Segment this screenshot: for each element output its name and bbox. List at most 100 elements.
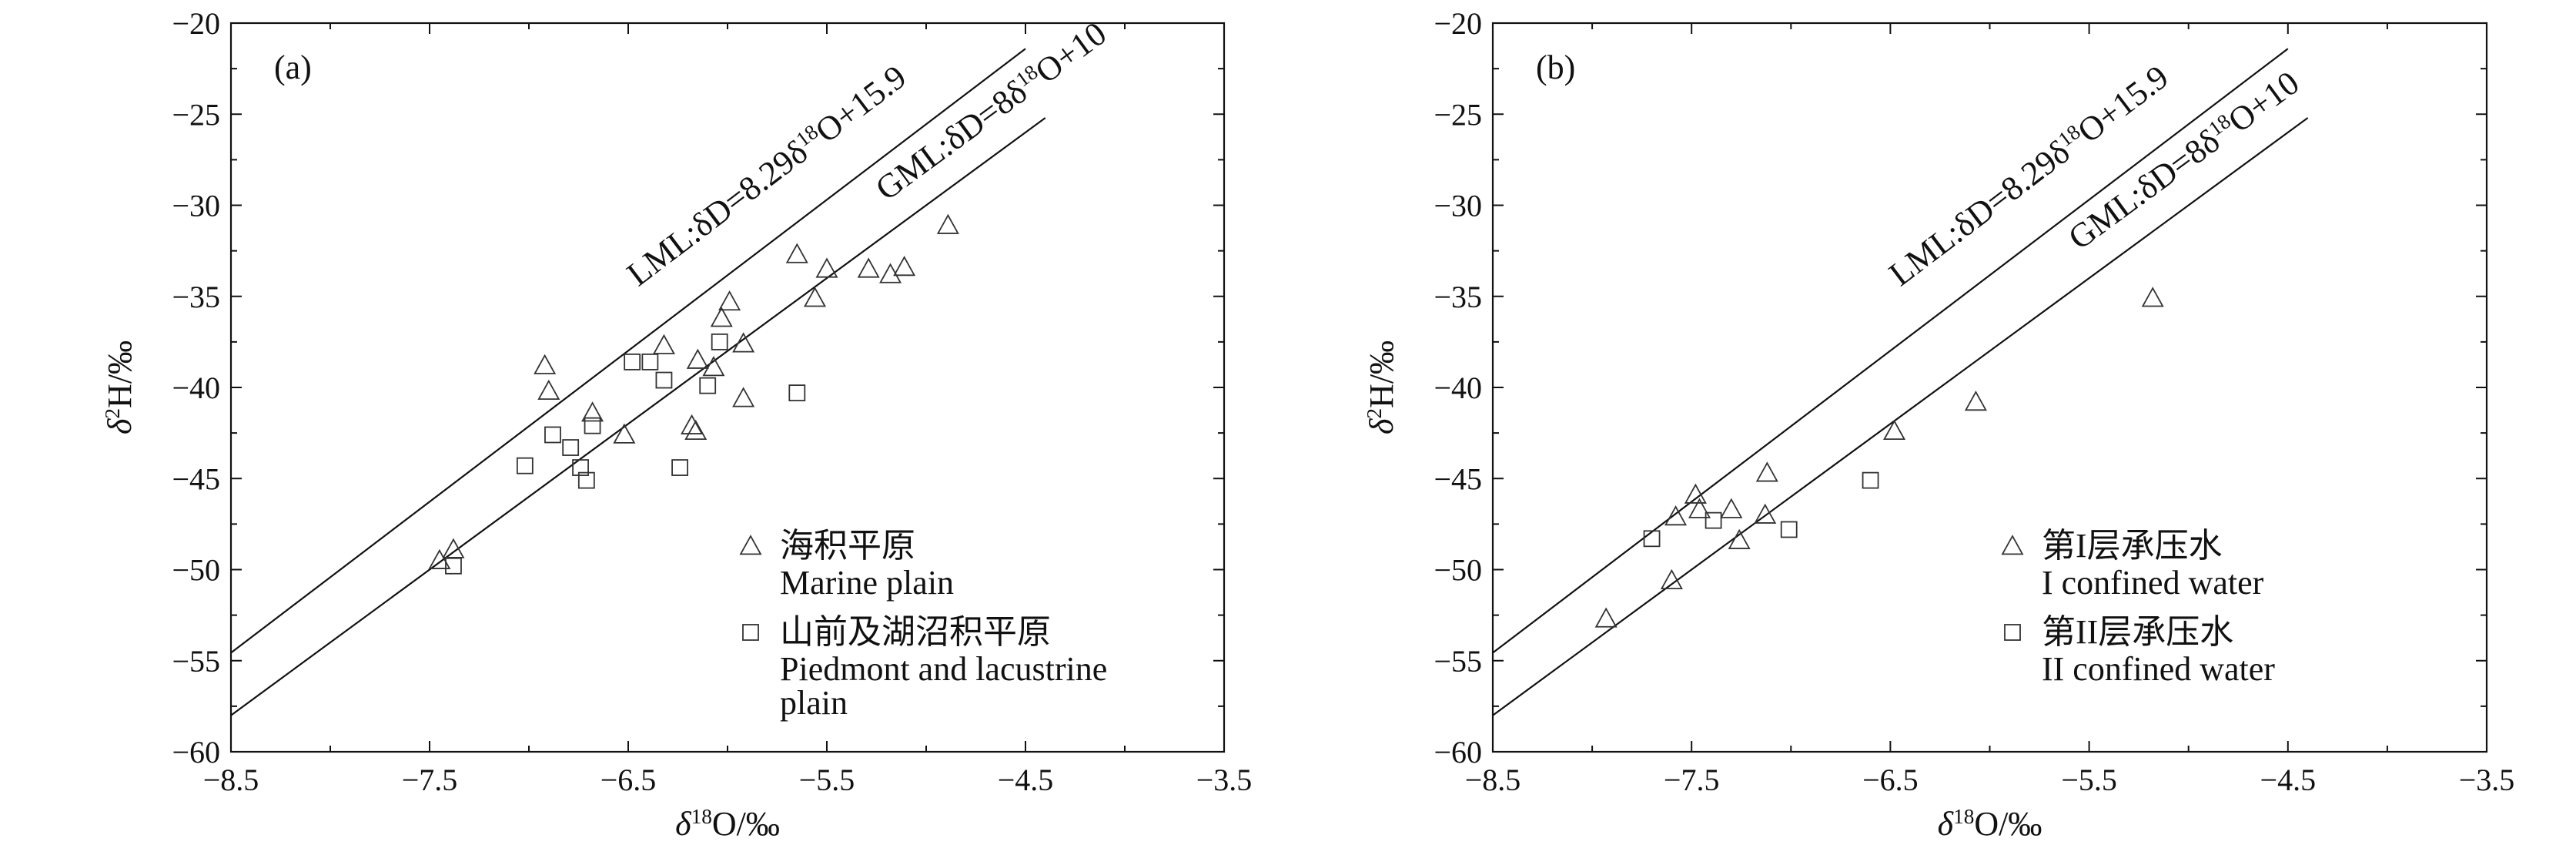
x-tick-label: −5.5 (799, 763, 855, 797)
y-tick-label: −25 (172, 97, 220, 132)
y-tick-label: −50 (172, 553, 220, 588)
legend-label-cn: 海积平原 (780, 527, 915, 565)
square-point (544, 426, 561, 444)
legend-triangle-icon (2001, 535, 2024, 555)
plot-frame (229, 22, 1226, 753)
y-tick-label: −20 (172, 6, 220, 41)
triangle-point (732, 332, 755, 353)
triangle-point (1660, 568, 1683, 589)
square-point (1862, 471, 1879, 489)
square-point (641, 353, 659, 370)
x-tick-label: −3.5 (1196, 763, 1253, 797)
x-tick-label: −8.5 (1465, 763, 1521, 797)
legend-label-en: I confined water (2042, 564, 2264, 602)
x-tick-label: −8.5 (203, 763, 259, 797)
square-point (562, 439, 580, 456)
triangle-point (681, 414, 704, 434)
x-tick-label: −3.5 (2459, 763, 2515, 797)
y-tick-label: −45 (1434, 461, 1482, 496)
x-axis-label: δ18O/‰ (675, 805, 780, 843)
square-point (624, 353, 641, 370)
triangle-point (785, 243, 808, 263)
legend-label-en: Piedmont and lacustrine plain (780, 650, 1107, 722)
y-tick-label: −45 (172, 461, 220, 496)
square-point (671, 459, 688, 476)
y-tick-label: −50 (1434, 553, 1482, 588)
legend-label-cn: 山前及湖沼积平原 (780, 613, 1051, 651)
triangle-point (442, 538, 465, 558)
triangle-point (1754, 503, 1777, 524)
square-point (572, 459, 589, 476)
y-tick-label: −60 (172, 735, 220, 769)
legend-square-icon (2004, 624, 2021, 641)
triangle-point (613, 423, 636, 444)
legend-triangle-icon (739, 535, 762, 555)
y-axis-label: δ2H/‰ (101, 340, 139, 434)
triangle-point (815, 257, 838, 278)
legend-label-en: II confined water (2042, 650, 2275, 688)
triangle-point (732, 387, 755, 407)
y-tick-label: −25 (1434, 97, 1482, 132)
y-tick-label: −40 (1434, 370, 1482, 405)
y-tick-label: −30 (172, 189, 220, 223)
gml-line (231, 117, 1046, 716)
plot-frame (1491, 22, 2488, 753)
triangle-point (652, 334, 675, 354)
square-point (1780, 521, 1798, 538)
triangle-point (534, 354, 557, 374)
y-tick-label: −60 (1434, 735, 1482, 769)
triangle-point (2141, 287, 2164, 307)
chart-panel-a: −8.5 −7.5 −6.5 −5.5 −4.5 −3.5 −20 −25 −30 −35 −40 −… (101, 6, 1252, 843)
square-point (1705, 511, 1722, 529)
triangle-point (710, 307, 733, 327)
y-axis-label: δ2H/‰ (1363, 340, 1400, 434)
triangle-point (803, 287, 827, 307)
triangle-point (857, 257, 880, 278)
x-tick-label: −7.5 (402, 763, 458, 797)
triangle-point (1664, 505, 1688, 526)
triangle-point (428, 548, 451, 569)
gml-label: GML:δD=8δ18O+10 (868, 15, 1113, 208)
square-point (584, 417, 601, 434)
triangle-point (537, 379, 560, 401)
square-point (711, 333, 728, 350)
square-point (577, 471, 595, 489)
x-tick-label: −4.5 (998, 763, 1054, 797)
square-point (788, 384, 806, 401)
gml-label: GML:δD=8δ18O+10 (2062, 64, 2307, 257)
triangle-point (1964, 391, 1987, 411)
triangle-point (1594, 607, 1618, 628)
y-tick-label: −35 (172, 280, 220, 314)
square-point (516, 457, 534, 474)
triangle-point (1883, 419, 1906, 441)
triangle-point (702, 356, 725, 377)
triangle-point (893, 256, 916, 277)
gml-line (1493, 117, 2309, 716)
triangle-point (1688, 498, 1711, 518)
triangle-point (718, 290, 741, 311)
triangle-point (1755, 461, 1778, 482)
lml-label: LML:δD=8.29δ18O+15.9 (620, 58, 913, 293)
x-tick-label: −7.5 (1664, 763, 1720, 797)
triangle-point (1684, 483, 1707, 504)
y-tick-label: −40 (172, 370, 220, 405)
triangle-point (684, 419, 708, 441)
lml-line (231, 48, 1026, 654)
triangle-point (936, 213, 959, 234)
legend-label-cn: 第I层承压水 (2042, 527, 2223, 565)
square-point (655, 371, 673, 389)
triangle-point (879, 263, 902, 283)
triangle-point (1720, 498, 1743, 518)
legend-square-icon (742, 624, 759, 641)
square-point (699, 377, 717, 394)
x-tick-label: −4.5 (2260, 763, 2317, 797)
legend-label-cn: 第II层承压水 (2042, 613, 2233, 651)
y-tick-label: −55 (172, 644, 220, 679)
y-tick-label: −35 (1434, 280, 1482, 314)
x-tick-label: −5.5 (2061, 763, 2117, 797)
square-point (1643, 530, 1661, 548)
y-tick-label: −30 (1434, 189, 1482, 223)
